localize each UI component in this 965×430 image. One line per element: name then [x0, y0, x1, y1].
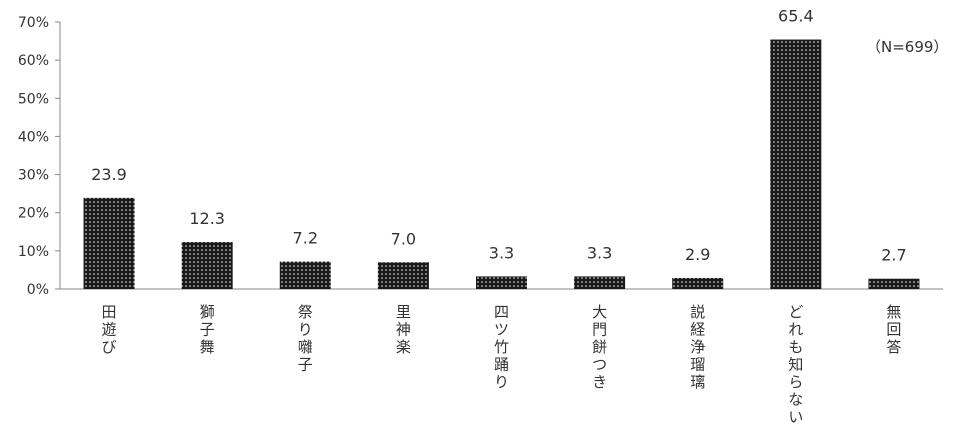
category-label: 説経浄瑠璃	[690, 303, 705, 391]
category-label: 大門餅つき	[592, 303, 607, 391]
data-label: 3.3	[587, 243, 612, 262]
bar	[181, 242, 233, 289]
category-label: 祭り囃子	[298, 303, 313, 374]
data-label: 2.9	[685, 245, 710, 264]
y-tick-label: 40%	[18, 129, 49, 145]
y-tick-label: 30%	[18, 168, 49, 184]
category-label: 里神楽	[396, 303, 411, 356]
data-label: 65.4	[778, 7, 814, 26]
category-label: どれも知らない	[788, 303, 803, 426]
data-label: 12.3	[189, 209, 225, 228]
bar	[868, 278, 920, 289]
bar	[476, 276, 527, 289]
bar	[672, 277, 724, 289]
y-tick-label: 70%	[18, 15, 49, 31]
category-labels: 田遊び 獅子舞 祭り囃子 里神楽 四ツ竹踊り 大門餅つき 説経浄瑠璃 どれも知らない 無回答	[102, 303, 902, 426]
bar	[377, 262, 429, 289]
sample-size-note: （N=699）	[866, 38, 948, 56]
y-tick-label: 0%	[27, 282, 49, 298]
bar	[83, 197, 135, 289]
data-label: 23.9	[91, 165, 127, 184]
category-label: 獅子舞	[200, 303, 215, 356]
bar	[770, 39, 822, 289]
data-label: 7.2	[293, 229, 318, 248]
category-label: 無回答	[886, 303, 901, 356]
category-label: 四ツ竹踊り	[494, 303, 509, 391]
y-tick-label: 50%	[18, 91, 49, 107]
y-tick-label: 20%	[18, 206, 49, 222]
bars-group: 23.9 12.3 7.2 7.0 3.3 3.3 2.9 65.4 2.7	[60, 7, 943, 290]
y-tick-label: 10%	[18, 244, 49, 260]
data-label: 7.0	[391, 229, 416, 248]
category-label: 田遊び	[102, 303, 117, 356]
bar	[574, 276, 626, 289]
y-tick-label: 60%	[18, 53, 49, 69]
data-label: 3.3	[489, 243, 514, 262]
data-label: 2.7	[881, 246, 906, 265]
y-axis: 0% 10% 20% 30% 40% 50% 60% 70%	[18, 15, 61, 298]
bar	[279, 261, 331, 289]
